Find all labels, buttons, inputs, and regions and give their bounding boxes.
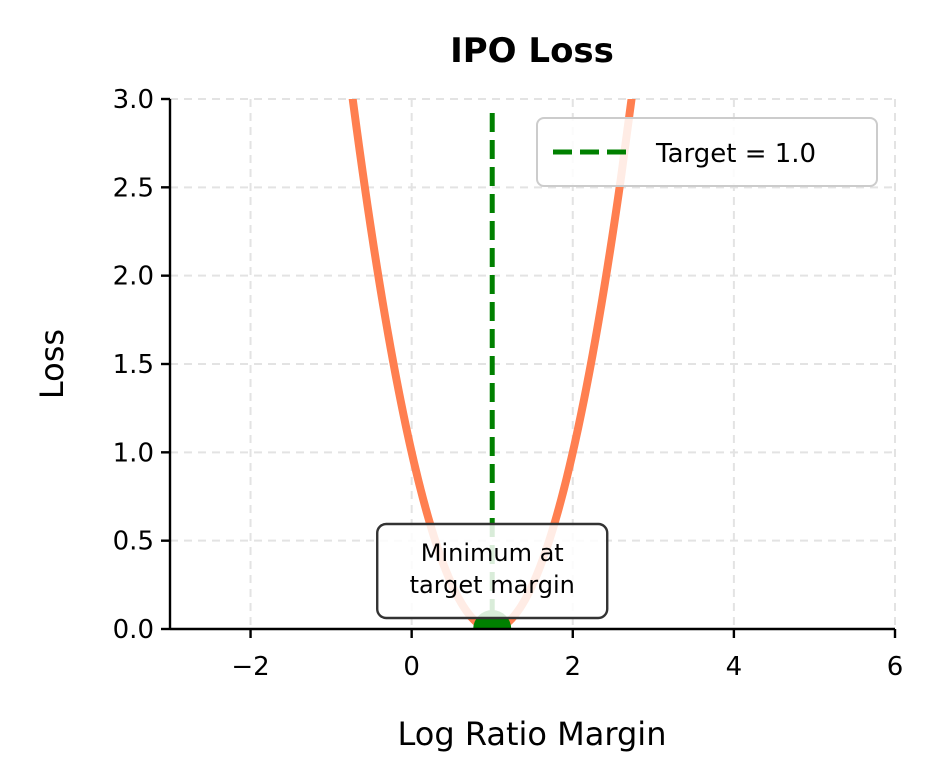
x-tick-label: 2: [565, 652, 582, 682]
annotation-line: Minimum at: [421, 539, 564, 567]
x-tick-label: −2: [231, 652, 269, 682]
y-tick-label: 2.0: [113, 262, 154, 292]
chart-title: IPO Loss: [450, 31, 614, 71]
annotation-line: target margin: [410, 571, 575, 599]
y-tick-label: 2.5: [113, 173, 154, 203]
y-tick-label: 1.5: [113, 350, 154, 380]
x-tick-label: 0: [403, 652, 420, 682]
y-tick-label: 3.0: [113, 85, 154, 115]
legend: Target = 1.0: [536, 117, 878, 187]
x-axis-label: Log Ratio Margin: [398, 715, 667, 753]
ticks: −2 0 2 4 6 0.0 0.5 1.0 1.5 2.0 2.5 3.0: [113, 85, 904, 682]
loss-curve-0: [348, 99, 636, 629]
legend-box: [536, 117, 878, 187]
x-tick-label: 6: [887, 652, 904, 682]
y-tick-label: 0.5: [113, 527, 154, 557]
legend-label: Target = 1.0: [655, 139, 816, 169]
y-tick-label: 1.0: [113, 438, 154, 468]
y-axis-label: Loss: [33, 329, 71, 399]
x-tick-label: 4: [726, 652, 743, 682]
annotation-box: [376, 522, 609, 620]
annotation: Minimum at target margin: [376, 522, 609, 620]
y-tick-label: 0.0: [113, 615, 154, 645]
